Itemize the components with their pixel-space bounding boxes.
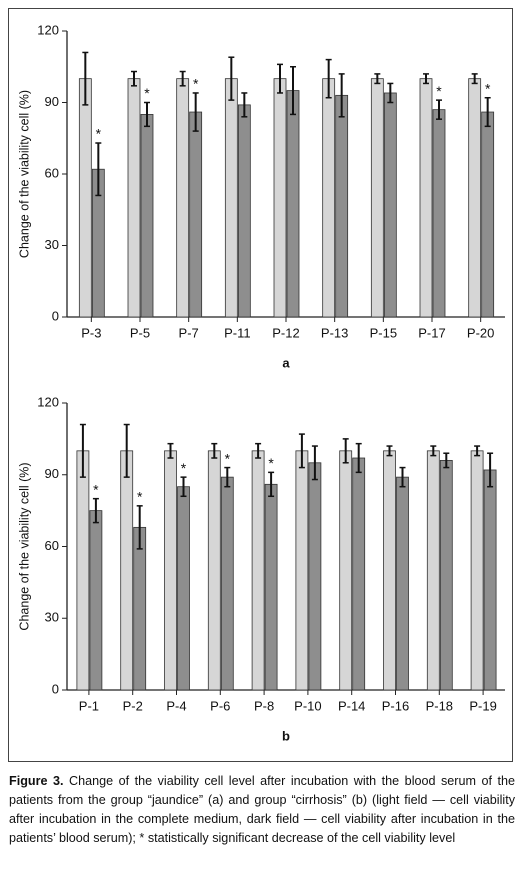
y-tick-label: 0 bbox=[52, 308, 59, 323]
x-tick-label: P-1 bbox=[79, 698, 99, 713]
bar bbox=[295, 450, 309, 691]
bar bbox=[383, 92, 397, 318]
bar bbox=[286, 90, 300, 318]
x-tick-label: P-16 bbox=[382, 698, 409, 713]
bar bbox=[78, 78, 92, 318]
bar bbox=[335, 94, 349, 318]
y-axis-label: Change of the viability cell (%) bbox=[17, 90, 31, 258]
bar bbox=[189, 111, 203, 318]
y-tick-label: 60 bbox=[45, 538, 59, 553]
bar bbox=[432, 109, 446, 318]
x-tick-label: P-11 bbox=[224, 325, 251, 340]
significance-mark: * bbox=[144, 85, 150, 101]
bar bbox=[177, 486, 190, 691]
y-tick-label: 120 bbox=[37, 394, 59, 409]
x-tick-label: P-12 bbox=[272, 325, 299, 340]
panel-label: b bbox=[282, 728, 290, 743]
bar bbox=[207, 450, 221, 691]
x-tick-label: P-4 bbox=[166, 698, 186, 713]
x-tick-label: P-8 bbox=[254, 698, 274, 713]
bar bbox=[419, 78, 433, 318]
significance-mark: * bbox=[193, 76, 199, 92]
bar bbox=[224, 78, 238, 318]
bar bbox=[383, 450, 396, 691]
bar bbox=[120, 450, 134, 691]
significance-mark: * bbox=[181, 460, 187, 476]
y-axis-label: Change of the viability cell (%) bbox=[17, 462, 31, 630]
x-tick-label: P-3 bbox=[81, 325, 101, 340]
y-tick-label: 90 bbox=[45, 94, 59, 109]
y-tick-label: 60 bbox=[45, 165, 59, 180]
significance-mark: * bbox=[485, 80, 491, 96]
x-tick-label: P-6 bbox=[210, 698, 230, 713]
bar bbox=[237, 104, 251, 318]
x-tick-label: P-13 bbox=[321, 325, 348, 340]
bar bbox=[127, 78, 141, 318]
bar bbox=[76, 450, 90, 691]
significance-mark: * bbox=[137, 489, 143, 505]
figure: Change of the viability cell (%) 0 30 60 90 1… bbox=[8, 8, 513, 762]
significance-mark: * bbox=[436, 83, 442, 99]
panel-label: a bbox=[282, 355, 290, 370]
bar bbox=[273, 78, 287, 318]
bar bbox=[220, 476, 234, 691]
x-tick-label: P-5 bbox=[130, 325, 150, 340]
caption-label: Figure 3. bbox=[9, 774, 64, 788]
bar bbox=[264, 483, 278, 691]
x-tick-label: P-18 bbox=[426, 698, 453, 713]
y-tick-label: 0 bbox=[52, 681, 59, 696]
x-tick-label: P-7 bbox=[179, 325, 199, 340]
bar bbox=[483, 469, 497, 691]
x-tick-label: P-2 bbox=[123, 698, 143, 713]
x-tick-label: P-20 bbox=[467, 325, 494, 340]
significance-mark: * bbox=[268, 455, 274, 471]
bar bbox=[308, 462, 322, 691]
bar bbox=[89, 510, 103, 691]
caption: Figure 3. Change of the viability cell l… bbox=[9, 772, 515, 848]
x-tick-label: P-14 bbox=[338, 698, 365, 713]
bar bbox=[396, 476, 409, 691]
bar bbox=[426, 450, 440, 691]
frame bbox=[8, 8, 513, 762]
significance-mark: * bbox=[93, 481, 99, 497]
x-tick-label: P-17 bbox=[418, 325, 445, 340]
significance-mark: * bbox=[96, 126, 102, 142]
x-tick-label: P-15 bbox=[370, 325, 397, 340]
x-tick-label: P-10 bbox=[294, 698, 321, 713]
bar bbox=[481, 111, 495, 318]
y-tick-label: 30 bbox=[45, 610, 59, 625]
bar bbox=[339, 450, 353, 691]
bar bbox=[176, 78, 190, 318]
bar bbox=[140, 114, 154, 318]
bar bbox=[133, 526, 147, 691]
x-tick-label: P-19 bbox=[469, 698, 496, 713]
y-tick-label: 30 bbox=[45, 237, 59, 252]
bar bbox=[322, 78, 336, 318]
y-tick-label: 90 bbox=[45, 466, 59, 481]
bar bbox=[164, 450, 177, 691]
bar bbox=[352, 457, 366, 691]
bar bbox=[370, 78, 384, 318]
bar bbox=[251, 450, 265, 691]
caption-text: Change of the viability cell level after… bbox=[9, 774, 515, 845]
significance-mark: * bbox=[225, 450, 231, 466]
bar bbox=[468, 78, 482, 318]
bar bbox=[470, 450, 484, 691]
bar bbox=[439, 459, 453, 691]
y-tick-label: 120 bbox=[37, 22, 59, 37]
